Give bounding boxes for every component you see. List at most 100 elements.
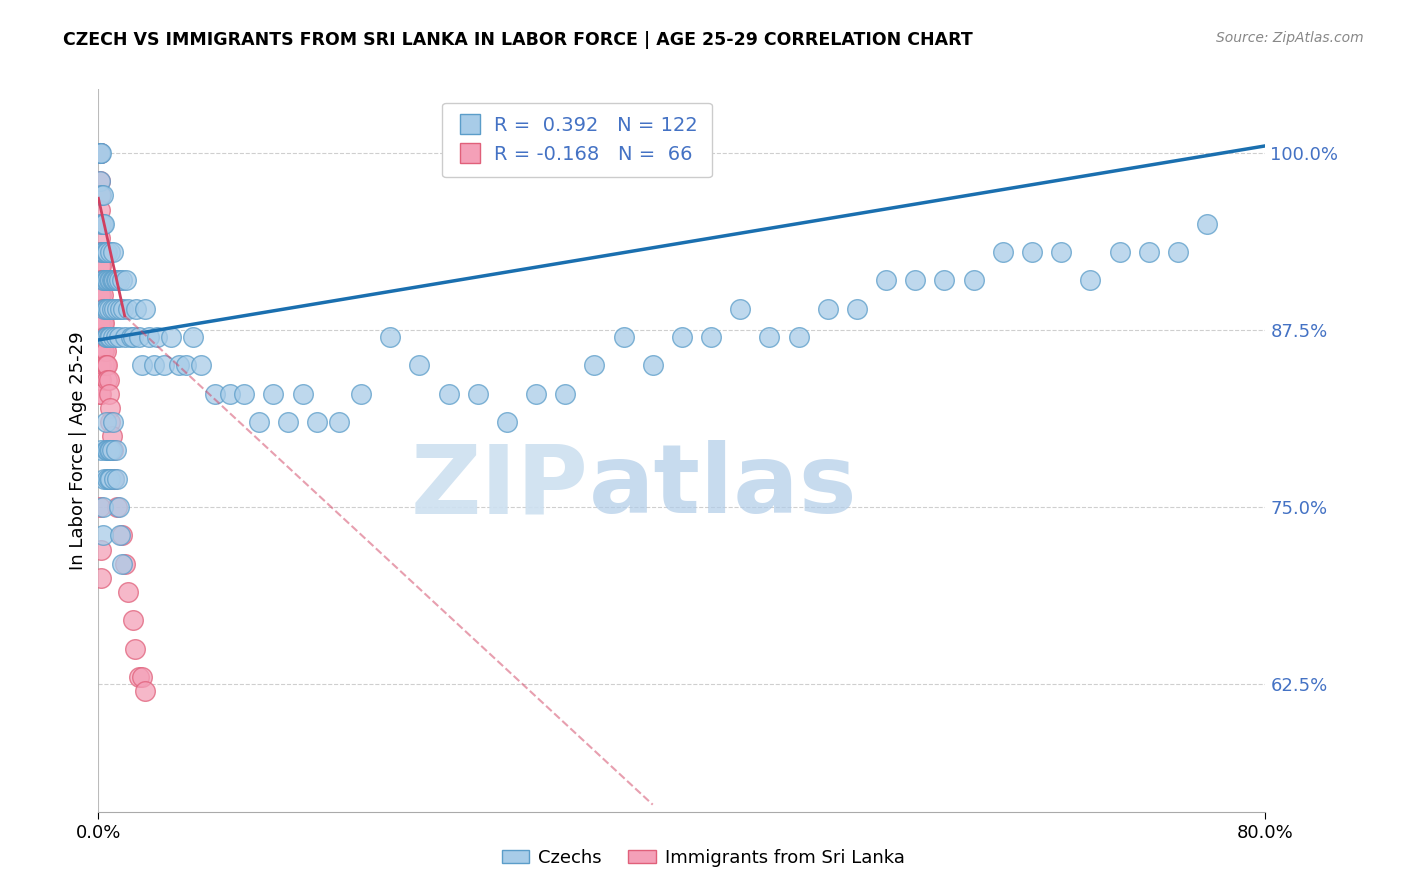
Point <box>125 301 148 316</box>
Point <box>96 443 118 458</box>
Point <box>89 145 111 160</box>
Point <box>91 188 114 202</box>
Point <box>89 386 111 401</box>
Point <box>138 330 160 344</box>
Point <box>90 359 112 373</box>
Point <box>174 359 197 373</box>
Point <box>101 273 124 287</box>
Point <box>146 330 169 344</box>
Point <box>110 528 132 542</box>
Point <box>131 359 153 373</box>
Point <box>496 415 519 429</box>
Point <box>612 330 634 344</box>
Point <box>108 500 131 515</box>
Point <box>93 316 115 330</box>
Point <box>97 386 120 401</box>
Point <box>94 415 117 429</box>
Point <box>89 245 111 260</box>
Point <box>89 330 111 344</box>
Point <box>131 670 153 684</box>
Point <box>134 301 156 316</box>
Point <box>91 287 114 301</box>
Point <box>91 217 114 231</box>
Point <box>846 301 869 316</box>
Point <box>90 217 112 231</box>
Point <box>128 330 150 344</box>
Point <box>91 245 114 260</box>
Point <box>91 301 114 316</box>
Point <box>98 245 121 260</box>
Point <box>90 316 112 330</box>
Point <box>277 415 299 429</box>
Point <box>904 273 927 287</box>
Point <box>117 301 139 316</box>
Point <box>328 415 350 429</box>
Point <box>153 359 176 373</box>
Point <box>554 386 576 401</box>
Point <box>91 344 114 359</box>
Point <box>671 330 693 344</box>
Point <box>97 443 120 458</box>
Point <box>583 359 606 373</box>
Point <box>1167 245 1189 260</box>
Point <box>380 330 402 344</box>
Point <box>94 330 117 344</box>
Point <box>90 188 112 202</box>
Point <box>437 386 460 401</box>
Point <box>641 359 664 373</box>
Point <box>90 443 112 458</box>
Point <box>89 188 111 202</box>
Point <box>122 330 145 344</box>
Point <box>97 301 120 316</box>
Point <box>89 145 111 160</box>
Point <box>89 174 111 188</box>
Point <box>105 301 128 316</box>
Point <box>524 386 547 401</box>
Point <box>291 386 314 401</box>
Point <box>114 557 136 571</box>
Point <box>96 245 118 260</box>
Point <box>105 472 128 486</box>
Point <box>89 145 111 160</box>
Point <box>91 316 114 330</box>
Point <box>100 443 122 458</box>
Point <box>101 443 124 458</box>
Point <box>93 344 115 359</box>
Point <box>96 273 118 287</box>
Point <box>103 472 125 486</box>
Point <box>730 301 752 316</box>
Point <box>105 500 128 515</box>
Point <box>350 386 373 401</box>
Point <box>111 273 134 287</box>
Point <box>93 273 115 287</box>
Point <box>97 330 120 344</box>
Point <box>90 260 112 274</box>
Point <box>89 301 111 316</box>
Point <box>91 330 114 344</box>
Point <box>93 301 115 316</box>
Point <box>94 443 117 458</box>
Point <box>89 260 111 274</box>
Point <box>110 301 132 316</box>
Point <box>104 273 127 287</box>
Point <box>307 415 329 429</box>
Text: ZIP: ZIP <box>411 440 589 533</box>
Point <box>190 359 212 373</box>
Point <box>93 472 115 486</box>
Point <box>93 301 115 316</box>
Point <box>90 245 112 260</box>
Point <box>105 273 128 287</box>
Point <box>93 330 115 344</box>
Point <box>128 670 150 684</box>
Point <box>90 542 112 557</box>
Point <box>89 316 111 330</box>
Legend: Czechs, Immigrants from Sri Lanka: Czechs, Immigrants from Sri Lanka <box>495 842 911 874</box>
Point <box>875 273 897 287</box>
Point <box>90 571 112 585</box>
Point <box>122 614 145 628</box>
Point <box>103 472 125 486</box>
Point <box>1137 245 1160 260</box>
Point <box>700 330 723 344</box>
Point <box>96 359 118 373</box>
Point <box>93 245 115 260</box>
